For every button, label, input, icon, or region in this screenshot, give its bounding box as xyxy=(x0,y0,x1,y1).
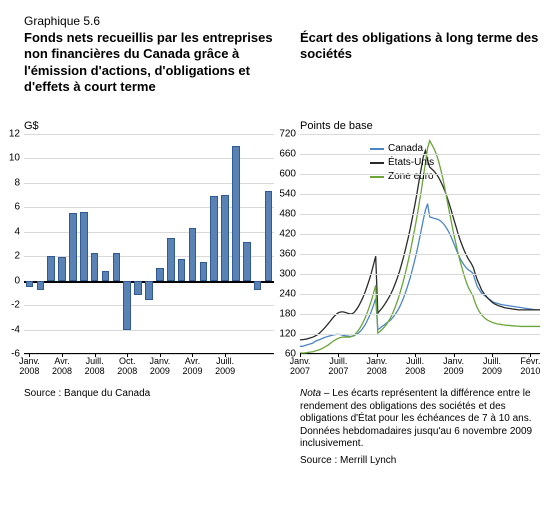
legend-swatch xyxy=(370,176,384,178)
ytick-label: 240 xyxy=(279,289,296,300)
xtick-label: Juill.2009 xyxy=(215,353,235,377)
ytick-label: 720 xyxy=(279,129,296,140)
xtick-label: Janv.2008 xyxy=(19,353,40,377)
bar xyxy=(58,257,66,280)
gridline xyxy=(300,254,540,255)
bar xyxy=(254,281,262,291)
xtick-label: Juill.2009 xyxy=(482,353,502,377)
legend-label: Zone euro xyxy=(388,170,434,184)
xtick-label: Juill.2008 xyxy=(85,353,105,377)
bar xyxy=(232,146,240,280)
gridline xyxy=(300,314,540,315)
spacer xyxy=(300,14,540,28)
bar xyxy=(145,281,153,301)
right-title: Écart des obligations à long terme des s… xyxy=(300,30,540,114)
gridline xyxy=(24,134,274,135)
bar xyxy=(265,191,273,280)
xtick-label: Janv.2007 xyxy=(290,353,311,377)
bar xyxy=(47,256,55,280)
ytick-label: 480 xyxy=(279,209,296,220)
bar xyxy=(26,281,34,287)
bar xyxy=(91,253,99,281)
xtick-label: Juill.2008 xyxy=(405,353,425,377)
right-note: Nota – Les écarts représentent la différ… xyxy=(300,388,540,451)
gridline xyxy=(300,194,540,195)
gridline xyxy=(24,305,274,306)
figure-5-6: Graphique 5.6 Fonds nets recueillis par … xyxy=(0,0,560,517)
gridline xyxy=(300,234,540,235)
xtick-label: Juill.2007 xyxy=(328,353,348,377)
bar xyxy=(123,281,131,330)
bar xyxy=(156,268,164,280)
xtick-label: Janv.2008 xyxy=(366,353,387,377)
ytick-label: 8 xyxy=(14,177,20,188)
bar xyxy=(102,271,110,281)
xtick-label: Févr.2010 xyxy=(520,353,540,377)
legend-row: États-Unis xyxy=(370,156,434,170)
ytick-label: 2 xyxy=(14,251,20,262)
bar xyxy=(243,242,251,281)
xtick-label: Avr.2009 xyxy=(182,353,202,377)
legend: CanadaÉtats-UnisZone euro xyxy=(370,142,434,184)
note-text: – Les écarts représentent la différence … xyxy=(300,388,532,449)
ytick-label: 180 xyxy=(279,309,296,320)
figure-suptitle: Graphique 5.6 xyxy=(24,14,274,28)
gridline xyxy=(300,334,540,335)
bar xyxy=(200,262,208,280)
ytick-label: 600 xyxy=(279,169,296,180)
bar xyxy=(189,228,197,281)
bar xyxy=(69,213,77,280)
ytick-label: 4 xyxy=(14,226,20,237)
ytick-label: 12 xyxy=(9,129,20,140)
left-panel: Graphique 5.6 Fonds nets recueillis par … xyxy=(24,0,274,399)
bar xyxy=(178,259,186,281)
legend-row: Zone euro xyxy=(370,170,434,184)
right-source: Source : Merrill Lynch xyxy=(300,455,540,466)
bar xyxy=(210,196,218,280)
ytick-label: 120 xyxy=(279,329,296,340)
left-ylabel: G$ xyxy=(24,120,274,132)
ytick-label: -4 xyxy=(11,324,20,335)
ytick-label: -2 xyxy=(11,300,20,311)
bar xyxy=(167,238,175,281)
xtick-label: Oct.2008 xyxy=(117,353,137,377)
ytick-label: 6 xyxy=(14,202,20,213)
ytick-label: 420 xyxy=(279,229,296,240)
gridline xyxy=(24,330,274,331)
gridline xyxy=(300,134,540,135)
left-plot-area: -6-4-2024681012Janv.2008Avr.2008Juill.20… xyxy=(24,134,274,354)
gridline xyxy=(300,154,540,155)
ytick-label: 660 xyxy=(279,149,296,160)
xtick-label: Avr.2008 xyxy=(52,353,72,377)
left-source: Source : Banque du Canada xyxy=(24,388,274,399)
gridline xyxy=(300,174,540,175)
ytick-label: 300 xyxy=(279,269,296,280)
bar xyxy=(221,195,229,281)
ytick-label: 0 xyxy=(14,275,20,286)
gridline xyxy=(300,214,540,215)
legend-swatch xyxy=(370,148,384,150)
xtick-label: Janv.2009 xyxy=(149,353,170,377)
gridline xyxy=(300,294,540,295)
bar xyxy=(80,212,88,280)
right-ylabel: Points de base xyxy=(300,120,540,132)
ytick-label: 540 xyxy=(279,189,296,200)
legend-swatch xyxy=(370,162,384,164)
ytick-label: 360 xyxy=(279,249,296,260)
gridline xyxy=(300,274,540,275)
right-plot-area: CanadaÉtats-UnisZone euro 60120180240300… xyxy=(300,134,540,354)
note-label: Nota xyxy=(300,388,321,399)
bar xyxy=(37,281,45,291)
right-panel: Écart des obligations à long terme des s… xyxy=(300,0,540,466)
ytick-label: 10 xyxy=(9,153,20,164)
bar xyxy=(134,281,142,296)
left-title: Fonds nets recueillis par les entreprise… xyxy=(24,30,274,114)
bar xyxy=(113,253,121,281)
xtick-label: Janv.2009 xyxy=(443,353,464,377)
legend-label: États-Unis xyxy=(388,156,434,170)
